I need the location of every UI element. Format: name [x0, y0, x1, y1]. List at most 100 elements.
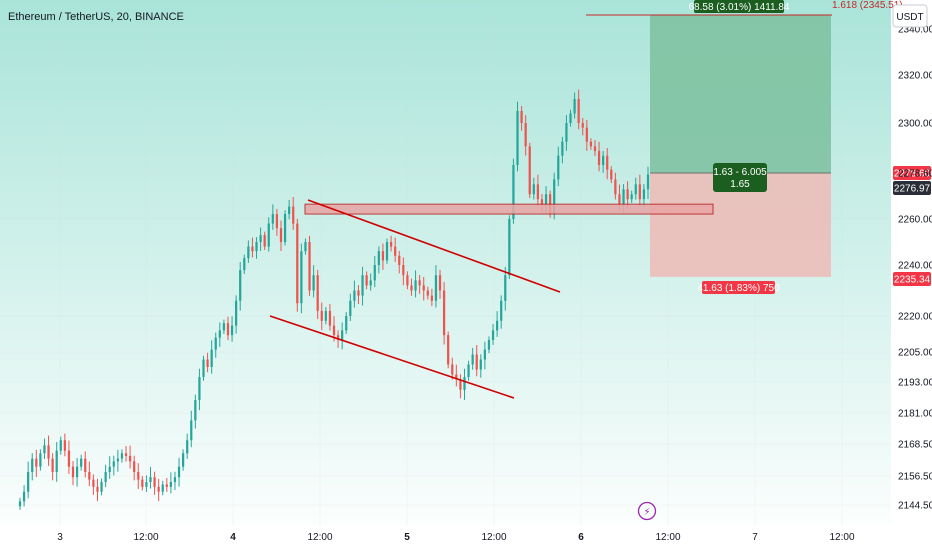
- candle[interactable]: [328, 304, 332, 331]
- candle[interactable]: [157, 478, 160, 502]
- candle[interactable]: [88, 461, 91, 487]
- candle[interactable]: [71, 461, 75, 486]
- candle[interactable]: [133, 455, 136, 481]
- candle[interactable]: [394, 237, 397, 263]
- candle[interactable]: [430, 288, 433, 307]
- candle[interactable]: [646, 166, 650, 199]
- candle[interactable]: [226, 316, 230, 341]
- candle[interactable]: [35, 449, 38, 477]
- candle[interactable]: [173, 471, 177, 491]
- candle[interactable]: [177, 457, 181, 487]
- candle[interactable]: [96, 478, 99, 502]
- candle[interactable]: [145, 475, 148, 492]
- candle[interactable]: [345, 312, 348, 334]
- candle[interactable]: [524, 115, 527, 156]
- candle[interactable]: [349, 293, 352, 322]
- candle[interactable]: [565, 115, 568, 151]
- candle[interactable]: [581, 117, 584, 136]
- candle[interactable]: [263, 231, 266, 251]
- candle[interactable]: [495, 311, 499, 337]
- candle[interactable]: [275, 208, 279, 236]
- candle[interactable]: [536, 174, 540, 206]
- candle[interactable]: [638, 174, 641, 206]
- candle[interactable]: [222, 319, 226, 334]
- candle[interactable]: [406, 271, 409, 290]
- candle[interactable]: [585, 119, 588, 151]
- candle[interactable]: [569, 109, 572, 127]
- candle[interactable]: [67, 440, 71, 474]
- candle[interactable]: [381, 243, 385, 270]
- candle[interactable]: [259, 227, 262, 251]
- alert-lightning-icon[interactable]: ⚡: [637, 501, 657, 521]
- candle[interactable]: [389, 235, 393, 252]
- candle[interactable]: [271, 204, 274, 230]
- candle[interactable]: [43, 438, 46, 459]
- candle[interactable]: [520, 105, 523, 131]
- candle[interactable]: [235, 295, 238, 334]
- candle[interactable]: [422, 276, 425, 301]
- candle[interactable]: [27, 461, 30, 499]
- candle[interactable]: [471, 347, 474, 370]
- candle[interactable]: [447, 331, 450, 369]
- candle[interactable]: [504, 266, 507, 311]
- candle[interactable]: [398, 250, 401, 274]
- candle[interactable]: [508, 215, 511, 280]
- candle[interactable]: [218, 322, 221, 347]
- candle[interactable]: [402, 257, 405, 286]
- resistance-zone[interactable]: [304, 203, 714, 215]
- candle[interactable]: [39, 449, 42, 471]
- candle[interactable]: [361, 266, 364, 306]
- currency-button[interactable]: USDT: [892, 4, 928, 28]
- candle[interactable]: [528, 142, 531, 198]
- candle[interactable]: [55, 442, 58, 482]
- candle[interactable]: [308, 235, 311, 296]
- candle[interactable]: [18, 497, 22, 510]
- candle[interactable]: [283, 210, 287, 246]
- candle[interactable]: [442, 282, 446, 345]
- candle[interactable]: [100, 478, 103, 496]
- candle[interactable]: [438, 269, 442, 299]
- candle[interactable]: [455, 364, 458, 387]
- candle[interactable]: [149, 466, 152, 489]
- candle[interactable]: [279, 220, 283, 251]
- candle[interactable]: [589, 138, 593, 150]
- candle[interactable]: [606, 148, 609, 180]
- candle[interactable]: [210, 340, 213, 374]
- candle[interactable]: [426, 286, 429, 300]
- candle[interactable]: [483, 341, 487, 370]
- candle[interactable]: [357, 285, 360, 305]
- candle[interactable]: [137, 463, 140, 490]
- candle[interactable]: [239, 262, 242, 311]
- candle[interactable]: [516, 101, 519, 172]
- candle[interactable]: [243, 254, 246, 274]
- candle[interactable]: [206, 352, 209, 373]
- candle[interactable]: [80, 454, 83, 471]
- candle[interactable]: [434, 265, 438, 308]
- candle[interactable]: [292, 196, 295, 230]
- channel-upper-line[interactable]: [307, 199, 561, 293]
- candle[interactable]: [324, 307, 327, 325]
- candle[interactable]: [267, 217, 270, 252]
- candle[interactable]: [169, 472, 173, 494]
- target-zone[interactable]: [650, 15, 831, 173]
- candle[interactable]: [557, 146, 560, 187]
- candle[interactable]: [112, 455, 115, 476]
- candle[interactable]: [84, 451, 87, 478]
- candle[interactable]: [202, 355, 205, 381]
- candle[interactable]: [414, 270, 417, 298]
- candle[interactable]: [63, 433, 66, 457]
- candle[interactable]: [341, 322, 344, 350]
- candle[interactable]: [365, 271, 368, 290]
- candle[interactable]: [181, 449, 185, 471]
- candle[interactable]: [479, 354, 482, 378]
- candle[interactable]: [165, 477, 168, 492]
- candle[interactable]: [116, 449, 119, 472]
- candle[interactable]: [247, 240, 250, 263]
- candle[interactable]: [251, 237, 254, 258]
- candle[interactable]: [418, 274, 421, 294]
- candle[interactable]: [369, 273, 372, 291]
- candle[interactable]: [108, 456, 111, 479]
- channel-lower-line[interactable]: [269, 315, 515, 399]
- candle[interactable]: [304, 238, 307, 255]
- candle[interactable]: [31, 453, 34, 481]
